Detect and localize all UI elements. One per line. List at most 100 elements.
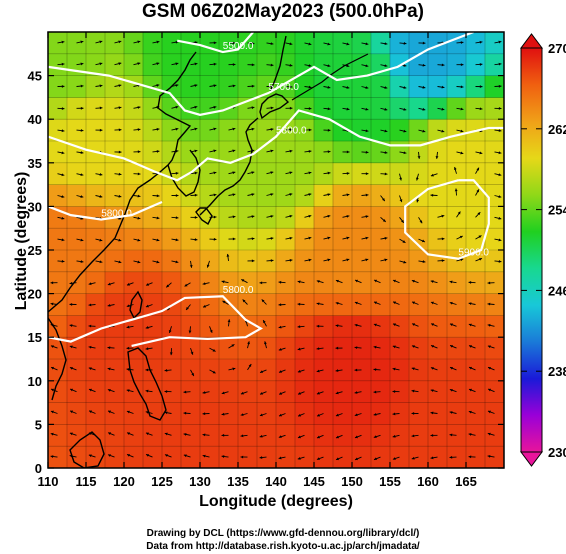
wind-arrowhead xyxy=(259,281,263,285)
wind-arrowhead xyxy=(126,325,130,329)
field-cell xyxy=(48,227,68,251)
wind-arrowhead xyxy=(403,64,407,67)
wind-arrowhead xyxy=(469,366,473,370)
wind-arrowhead xyxy=(259,413,263,417)
wind-arrowhead xyxy=(156,62,160,66)
wind-arrowhead xyxy=(308,128,312,132)
wind-arrowhead xyxy=(232,215,236,219)
field-cell xyxy=(161,227,182,251)
wind-arrowhead xyxy=(460,41,464,44)
wind-arrowhead xyxy=(80,84,84,88)
wind-arrowhead xyxy=(487,454,491,458)
wind-arrowhead xyxy=(61,62,65,66)
contour-label: 5800.0 xyxy=(276,126,307,137)
wind-arrowhead xyxy=(327,85,331,89)
field-cell xyxy=(66,358,87,382)
wind-arrowhead xyxy=(175,171,179,175)
wind-arrowhead xyxy=(460,107,464,111)
contour-label: 5800.0 xyxy=(101,208,132,219)
wind-arrowhead xyxy=(468,345,472,348)
wind-arrowhead xyxy=(270,127,274,131)
wind-arrowhead xyxy=(221,280,225,284)
wind-arrowhead xyxy=(137,128,141,132)
coastline-taiwan xyxy=(129,290,143,320)
wind-arrowhead xyxy=(498,238,502,242)
wind-arrowhead xyxy=(118,172,122,176)
field-cell xyxy=(199,227,220,251)
wind-arrowhead xyxy=(289,258,293,262)
wind-arrowhead xyxy=(430,389,434,393)
wind-arrowhead xyxy=(169,352,173,356)
x-tick-label: 160 xyxy=(417,474,439,489)
wind-arrowhead xyxy=(384,172,388,176)
wind-arrowhead xyxy=(316,369,320,373)
field-cell xyxy=(370,445,391,468)
y-axis: 0 5 10 15 20 25 30 35 40 45 xyxy=(28,69,504,476)
y-tick-label: 45 xyxy=(28,69,42,84)
wind-arrowhead xyxy=(476,189,479,193)
wind-arrowhead xyxy=(487,281,491,285)
wind-arrowhead xyxy=(145,304,149,308)
field-cell xyxy=(66,32,87,55)
wind-arrowhead xyxy=(221,433,225,437)
wind-arrowhead xyxy=(118,62,122,66)
y-tick-label: 15 xyxy=(28,330,42,345)
wind-arrowhead xyxy=(108,432,112,435)
wind-arrowhead xyxy=(126,389,130,393)
wind-arrowhead xyxy=(430,301,434,305)
wind-arrowhead xyxy=(137,40,141,44)
wind-arrowhead xyxy=(346,107,350,111)
field-cell xyxy=(123,32,144,55)
wind-arrowhead xyxy=(232,171,236,175)
wind-arrowhead xyxy=(278,280,282,284)
wind-arrowhead xyxy=(327,214,331,218)
wind-arrowhead xyxy=(221,391,225,395)
wind-arrowhead xyxy=(202,282,206,286)
wind-arrowhead xyxy=(183,411,187,415)
wind-arrowhead xyxy=(260,391,263,395)
wind-arrowhead xyxy=(460,63,464,67)
wind-arrowhead xyxy=(61,107,65,111)
wind-arrowhead xyxy=(355,279,358,283)
wind-arrowhead xyxy=(488,388,492,392)
coastline-japan-hokkaido xyxy=(259,93,290,120)
y-tick-label: 5 xyxy=(35,417,42,432)
field-cell xyxy=(294,445,315,468)
wind-arrowhead xyxy=(346,214,350,218)
wind-arrowhead xyxy=(384,129,388,133)
wind-arrowhead xyxy=(251,41,255,45)
wind-arrowhead xyxy=(186,306,189,310)
colorbar-max-arrow xyxy=(520,33,543,49)
wind-arrowhead xyxy=(203,304,207,308)
wind-arrowhead xyxy=(175,127,179,131)
field-cell xyxy=(484,140,504,164)
wind-arrowhead xyxy=(69,345,73,349)
x-tick-label: 110 xyxy=(38,474,59,489)
y-tick-label: 35 xyxy=(28,156,42,171)
colorbar-tick-label: 246 xyxy=(548,283,566,298)
wind-arrowhead xyxy=(209,329,213,333)
wind-arrowhead xyxy=(99,40,103,44)
wind-arrowhead xyxy=(327,171,331,175)
wind-arrowhead xyxy=(61,40,65,44)
wind-arrowhead xyxy=(430,367,434,370)
wind-arrowhead xyxy=(354,323,358,327)
wind-arrowhead xyxy=(80,260,84,263)
wind-arrowhead xyxy=(126,304,130,308)
wind-arrowhead xyxy=(118,238,122,242)
wind-arrowhead xyxy=(384,258,388,262)
field-cell xyxy=(294,336,315,360)
wind-arrowhead xyxy=(50,281,54,285)
wind-arrowhead xyxy=(459,235,463,239)
wind-arrowhead xyxy=(411,456,415,460)
wind-arrowhead xyxy=(175,238,179,242)
wind-arrowhead xyxy=(259,456,263,459)
wind-arrowhead xyxy=(297,280,301,284)
wind-arrowhead xyxy=(146,283,150,286)
wind-arrowhead xyxy=(411,345,415,348)
wind-arrowhead xyxy=(422,85,426,89)
coastline-kyushu xyxy=(195,207,213,226)
wind-arrowhead xyxy=(137,194,141,198)
wind-arrowhead xyxy=(270,259,274,263)
